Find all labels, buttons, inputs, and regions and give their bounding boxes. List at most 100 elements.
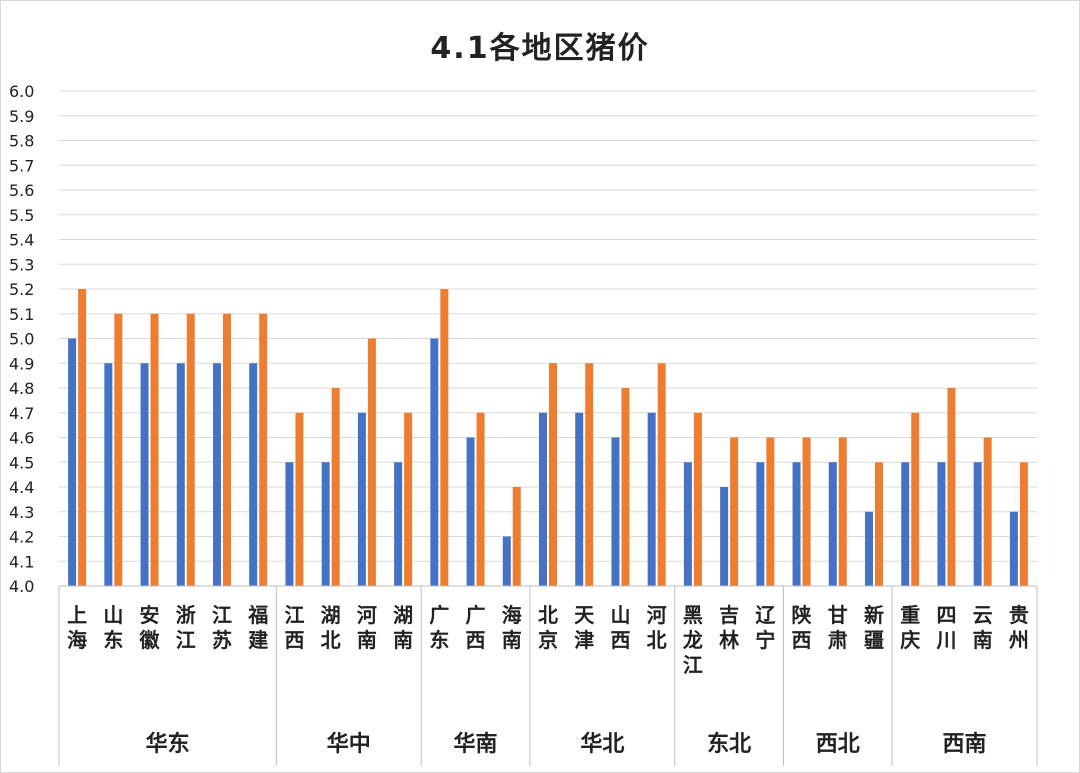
bar: [249, 363, 258, 586]
category-label: 广: [429, 603, 449, 627]
category-label: 河: [647, 603, 667, 627]
category-label: 林: [719, 628, 739, 652]
category-label: 北: [321, 628, 341, 652]
category-label: 南: [502, 628, 522, 652]
bar: [512, 487, 521, 586]
bar: [766, 437, 775, 586]
bar: [838, 437, 847, 586]
bar: [539, 412, 547, 586]
category-label: 江: [212, 603, 232, 627]
bar: [575, 412, 584, 586]
y-tick-label: 5.0: [9, 330, 34, 349]
y-tick-label: 5.9: [9, 107, 34, 126]
category-label: 西: [610, 628, 630, 652]
category-label: 山: [610, 603, 630, 627]
category-label: 江: [176, 628, 196, 652]
category-label: 江: [284, 603, 304, 627]
bar: [404, 412, 413, 586]
category-label: 津: [574, 628, 594, 652]
y-tick-label: 4.6: [9, 429, 34, 448]
bar: [647, 412, 656, 586]
category-label: 天: [574, 603, 595, 627]
chart-title: 4.1各地区猪价: [430, 31, 650, 66]
category-label: 重: [900, 603, 920, 627]
category-label: 浙: [176, 603, 196, 627]
bar: [502, 536, 511, 586]
bar: [756, 462, 765, 586]
category-label: 海: [502, 603, 522, 627]
bar: [657, 363, 666, 586]
bar: [621, 388, 630, 586]
y-tick-label: 4.2: [9, 528, 34, 547]
category-label: 西: [792, 628, 812, 652]
bar: [357, 412, 366, 586]
category-label: 西: [466, 628, 486, 652]
bar: [367, 338, 376, 586]
bar: [321, 462, 330, 586]
bar: [973, 462, 982, 586]
category-label: 疆: [864, 628, 884, 652]
bar: [223, 313, 231, 586]
axes: [58, 585, 1038, 766]
group-label: 华南: [454, 731, 498, 757]
bar: [585, 363, 594, 586]
category-label: 西: [284, 628, 304, 652]
category-label: 北: [538, 603, 558, 627]
y-tick-label: 5.7: [9, 156, 34, 175]
y-tick-label: 4.1: [9, 552, 34, 571]
category-label: 州: [1009, 628, 1029, 652]
bar: [285, 462, 294, 586]
y-tick-label: 5.4: [9, 231, 34, 250]
category-label: 河: [357, 603, 377, 627]
category-label: 四: [936, 603, 956, 627]
category-label: 北: [647, 628, 667, 652]
group-label: 华东: [146, 731, 190, 757]
bar: [295, 412, 304, 586]
bar: [1009, 511, 1018, 586]
bars: [68, 289, 1028, 586]
bar: [430, 338, 439, 586]
category-label: 苏: [212, 628, 232, 652]
y-tick-label: 4.5: [9, 453, 34, 472]
category-label: 徽: [139, 628, 161, 652]
bar: [213, 363, 221, 586]
category-label: 海: [67, 628, 87, 652]
y-tick-label: 5.2: [9, 280, 34, 299]
bar: [901, 462, 910, 586]
bar: [937, 462, 946, 586]
category-label: 肃: [828, 628, 848, 652]
bar: [792, 462, 801, 586]
bar: [875, 462, 883, 586]
bar: [114, 313, 123, 586]
category-label: 南: [973, 628, 993, 652]
category-label: 京: [538, 628, 558, 652]
y-tick-label: 6.0: [9, 82, 34, 101]
category-label: 安: [140, 603, 160, 627]
category-label: 东: [103, 628, 123, 652]
category-label: 庆: [900, 628, 920, 652]
category-label: 福: [247, 603, 268, 627]
category-label: 建: [248, 628, 268, 652]
category-label: 南: [393, 628, 413, 652]
category-label: 川: [935, 628, 956, 652]
category-label: 贵: [1009, 603, 1029, 627]
category-label: 湖: [321, 603, 341, 627]
category-label: 甘: [828, 603, 848, 627]
category-label: 云: [973, 603, 993, 627]
bar: [549, 363, 557, 586]
y-tick-label: 5.8: [9, 132, 34, 151]
y-tick-label: 4.7: [9, 404, 34, 423]
group-label: 华中: [327, 731, 371, 757]
category-label: 龙: [683, 628, 703, 652]
y-tick-label: 5.6: [9, 181, 34, 200]
y-tick-label: 4.4: [9, 478, 34, 497]
group-label: 东北: [707, 731, 751, 757]
bar: [693, 412, 702, 586]
category-label: 广: [466, 603, 486, 627]
bar: [466, 437, 475, 586]
y-tick-label: 5.3: [9, 255, 34, 274]
group-label: 华北: [580, 731, 624, 757]
category-label: 黑: [683, 603, 703, 627]
